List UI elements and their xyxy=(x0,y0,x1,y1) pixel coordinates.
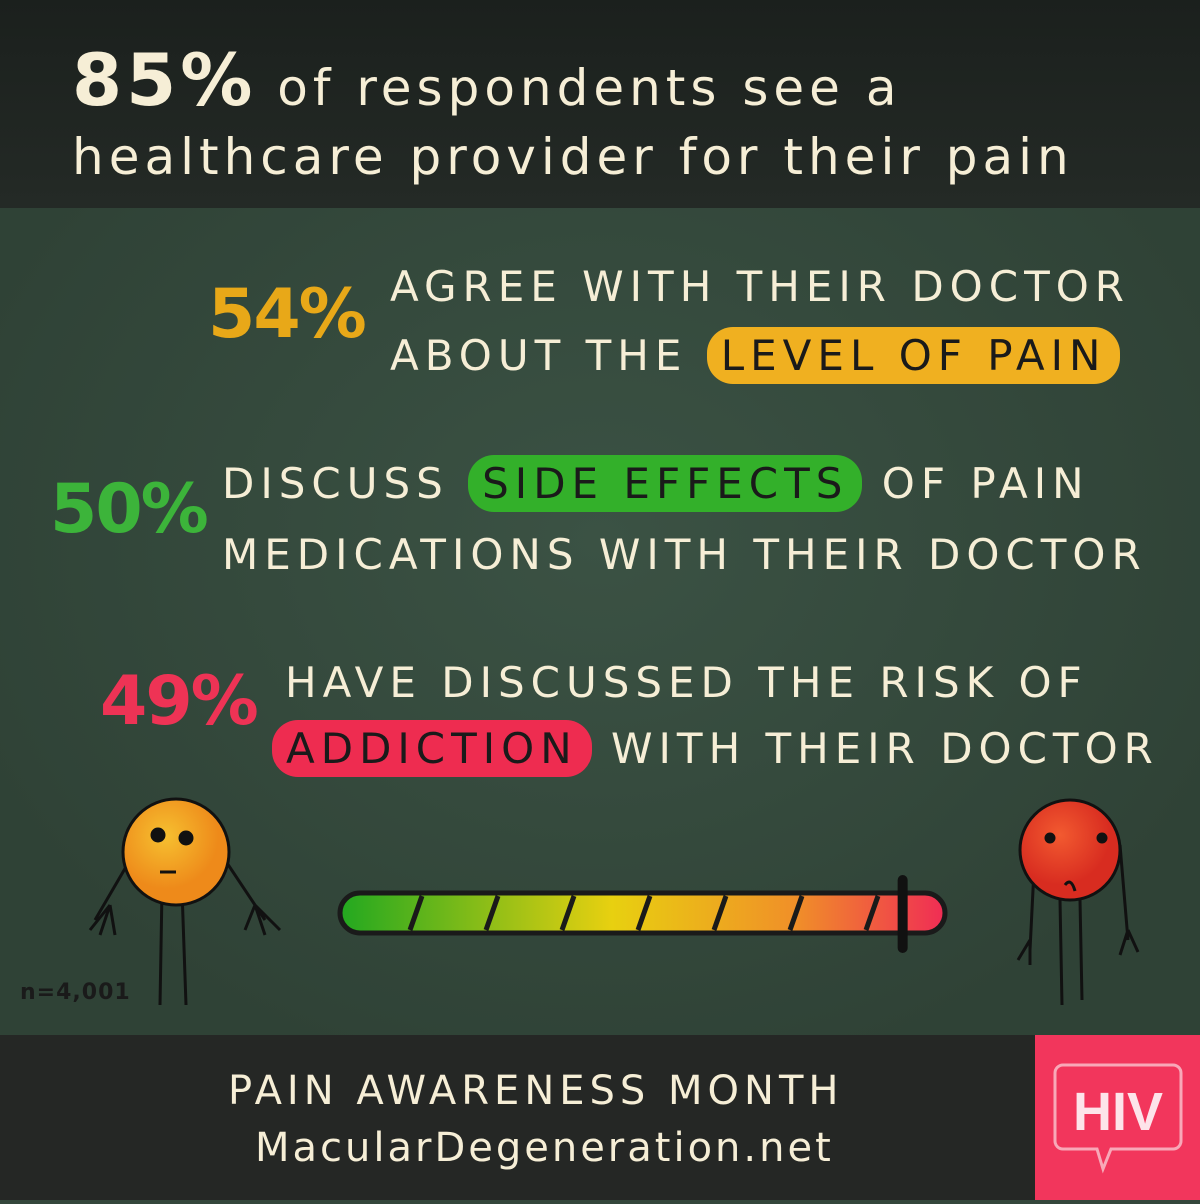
scale-divider xyxy=(711,895,729,931)
stat-49-line1: Have discussed the risk of xyxy=(285,658,1088,707)
highlight-level-of-pain: level of pain xyxy=(706,327,1121,384)
stat-50-line1: Discuss side effects of pain xyxy=(222,455,1090,512)
headline-text: of respondents see a xyxy=(256,59,902,117)
headline-line2: healthcare provider for their pain xyxy=(72,128,1074,186)
scale-divider xyxy=(863,895,881,931)
stat-50-percent: 50% xyxy=(50,470,209,549)
stat-50-line2: medications with their doctor xyxy=(222,530,1147,579)
text: Discuss xyxy=(222,459,469,508)
footer-site-link[interactable]: MacularDegeneration.net xyxy=(255,1125,834,1171)
header-band xyxy=(0,0,1200,208)
sample-size: n=4,001 xyxy=(20,980,131,1005)
stat-54-percent: 54% xyxy=(208,275,367,354)
stat-54-line2: about the level of pain xyxy=(390,327,1121,384)
text: of pain xyxy=(862,459,1090,508)
pain-illustration xyxy=(88,797,1140,1006)
scale-divider xyxy=(483,895,501,931)
stat-49-line2: addiction with their doctor xyxy=(272,720,1159,777)
hiv-logo[interactable]: HIV xyxy=(1035,1035,1200,1200)
text: about the xyxy=(390,331,707,380)
worried-figure-icon xyxy=(88,797,282,1006)
sad-figure-icon xyxy=(1016,798,1140,1006)
pain-level-marker xyxy=(897,875,908,953)
pain-scale-bar xyxy=(337,875,948,953)
scale-divider xyxy=(559,895,577,931)
footer-band xyxy=(0,1035,1200,1200)
highlight-side-effects: side effects xyxy=(468,455,863,512)
stat-54-line1: Agree with their doctor xyxy=(390,262,1130,311)
scale-divider xyxy=(635,895,653,931)
footer-campaign: PAIN AWARENESS MONTH xyxy=(228,1068,844,1114)
text: with their doctor xyxy=(591,724,1159,773)
scale-divider xyxy=(787,895,805,931)
logo-text: HIV xyxy=(1073,1082,1163,1142)
stat-49-percent: 49% xyxy=(100,662,259,741)
headline-line1: 85% of respondents see a xyxy=(72,38,901,122)
highlight-addiction: addiction xyxy=(272,720,592,777)
scale-divider xyxy=(407,895,425,931)
speech-bubble-icon: HIV xyxy=(1053,1063,1183,1174)
headline-stat: 85% xyxy=(72,38,257,122)
